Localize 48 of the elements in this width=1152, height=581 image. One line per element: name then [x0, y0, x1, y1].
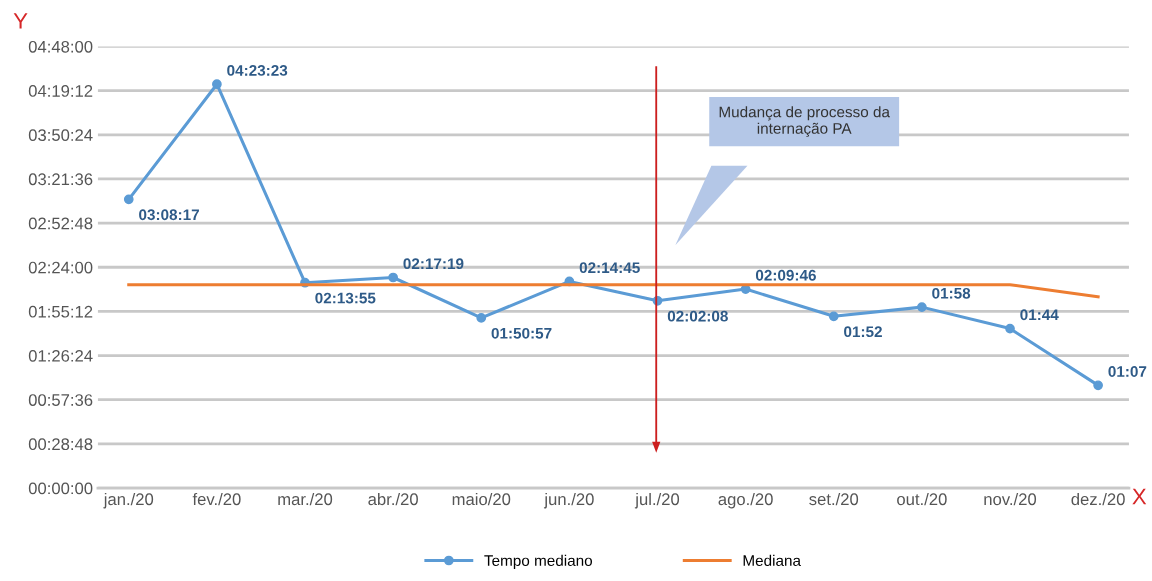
data-label: 02:13:55: [315, 292, 376, 304]
x-tick-label: nov./20: [984, 492, 1037, 506]
x-tick-label: dez./20: [1071, 492, 1125, 506]
data-label: 01:07: [1108, 366, 1147, 377]
point: [476, 313, 487, 323]
data-label: 02:09:46: [755, 269, 816, 281]
y-tick-label: 02:24:00: [28, 261, 93, 274]
data-label: 03:08:17: [139, 209, 199, 221]
x-tick-label: jan./20: [103, 492, 154, 509]
x-tick-label: ago./20: [718, 492, 773, 509]
x-tick-label: abr./20: [368, 492, 418, 506]
point: [917, 302, 927, 312]
data-label: 02:17:19: [403, 258, 464, 270]
y-tick-label: 02:52:48: [28, 217, 93, 230]
y-tick-label: 04:48:00: [28, 40, 93, 53]
data-label: 01:50:57: [491, 327, 552, 339]
y-tick-label: 01:55:12: [28, 305, 93, 318]
x-tick-label: jun./20: [543, 492, 594, 509]
x-tick-label: out./20: [897, 492, 947, 506]
y-tick-label: 00:00:00: [28, 482, 93, 495]
y-tick-label: 00:28:48: [28, 438, 93, 451]
y-axis-title: Y: [13, 13, 28, 29]
data-label: 01:44: [1020, 309, 1059, 321]
y-tick-label: 04:19:12: [28, 85, 93, 97]
y-tick-label: 00:57:36: [28, 394, 93, 406]
x-axis-title: X: [1132, 488, 1147, 505]
annotation: Mudança de processo da internação PA: [719, 106, 890, 137]
data-label: 02:14:45: [579, 262, 640, 274]
data-label: 01:58: [932, 287, 971, 299]
x-tick-label: maio/20: [452, 492, 511, 506]
y-tick-label: 03:50:24: [28, 129, 93, 141]
x-tick-label: set./20: [809, 492, 859, 506]
data-label: 04:23:23: [227, 65, 288, 76]
point: [388, 272, 398, 283]
legend-label: Tempo mediano: [484, 554, 593, 570]
legend-label: Mediana: [743, 554, 801, 566]
x-tick-label: fev./20: [192, 492, 241, 506]
data-label: 02:02:08: [667, 310, 728, 322]
point: [1005, 323, 1015, 334]
data-label: 01:52: [844, 326, 882, 338]
x-tick-label: jul./20: [634, 492, 680, 509]
point: [212, 79, 222, 90]
y-tick-label: 01:26:24: [28, 349, 93, 362]
x-tick-label: mar./20: [278, 492, 333, 506]
point: [1093, 380, 1103, 391]
y-tick-label: 03:21:36: [28, 173, 93, 186]
point: [123, 194, 134, 205]
point: [828, 311, 839, 322]
